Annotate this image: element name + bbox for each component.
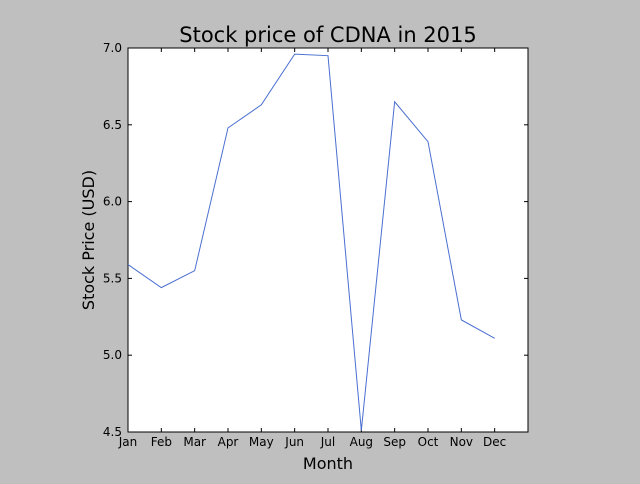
x-tick-label: Mar <box>183 435 206 449</box>
x-tick-label: May <box>249 435 274 449</box>
x-tick-label: Oct <box>418 435 439 449</box>
x-tick-label: Nov <box>450 435 473 449</box>
x-axis-label: Month <box>303 454 353 473</box>
y-tick-label: 5.5 <box>103 271 122 285</box>
chart-title: Stock price of CDNA in 2015 <box>179 23 477 47</box>
x-tick-label: Feb <box>151 435 172 449</box>
y-tick-label: 6.5 <box>103 118 122 132</box>
series-line <box>127 53 495 431</box>
y-tick-label: 4.5 <box>103 425 122 439</box>
series-layer <box>127 53 495 431</box>
x-tick-label: Aug <box>350 435 373 449</box>
x-tick-label: Jan <box>118 435 138 449</box>
x-tick-label: Dec <box>483 435 506 449</box>
axis-tick-labels: Jan Feb Mar Apr May Jun Jul Aug Sep Oct Nov Dec 4.5 5… <box>103 41 506 449</box>
y-tick-label: 5.0 <box>103 348 122 362</box>
x-tick-label: Jul <box>320 435 335 449</box>
y-tick-label: 6.0 <box>103 195 122 209</box>
axis-ticks <box>127 47 528 433</box>
plot-area <box>127 47 529 433</box>
x-tick-label: Sep <box>383 435 406 449</box>
x-tick-label: Apr <box>218 435 239 449</box>
y-axis-label: Stock Price (USD) <box>79 170 98 310</box>
y-tick-label: 7.0 <box>103 41 122 55</box>
x-tick-label: Jun <box>284 435 304 449</box>
